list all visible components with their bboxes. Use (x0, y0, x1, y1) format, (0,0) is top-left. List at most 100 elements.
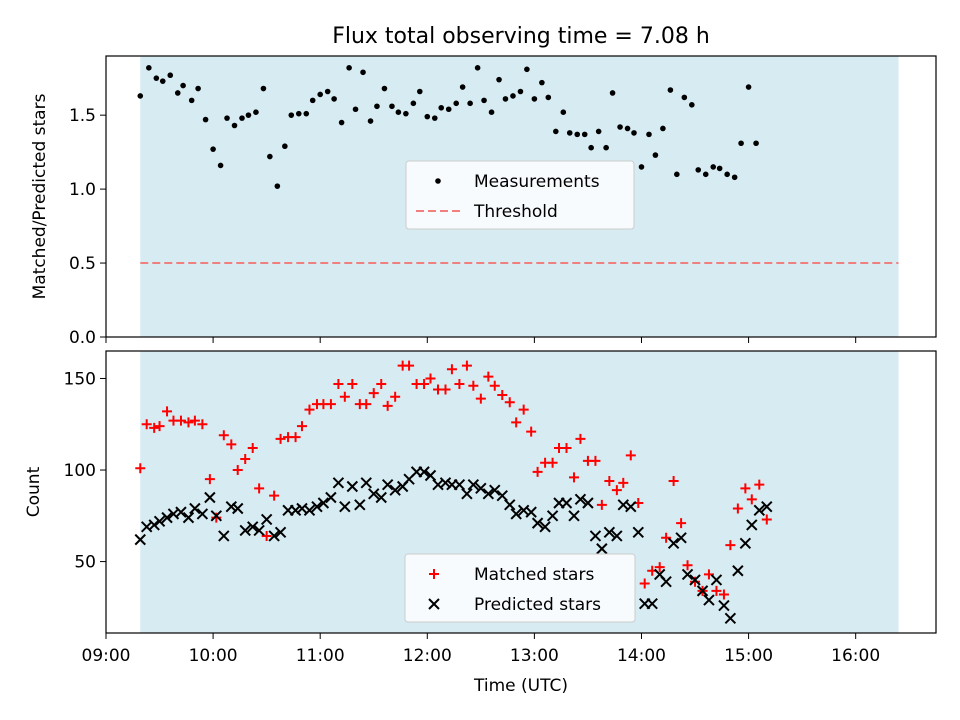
matched-star-point (333, 378, 344, 389)
predicted-star-point (303, 504, 316, 517)
counts-panel: 09:00 10:00 11:00 12:00 13:00 14:00 15:00 16:00… (24, 350, 937, 696)
measurement-point (431, 115, 438, 121)
measurement-point (146, 65, 152, 71)
matched-star-point (518, 404, 529, 415)
predicted-star-point (753, 504, 765, 517)
matched-star-point (154, 421, 165, 432)
matched-star-point (382, 400, 393, 411)
bottom-x-tick-label: 11:00 (296, 646, 345, 666)
matched-star-point (740, 483, 751, 494)
matched-star-point (275, 433, 286, 444)
predicted-star-point (646, 597, 658, 610)
measurement-point (517, 88, 524, 95)
measurement-point (689, 102, 695, 108)
top-y-axis-label: Matched/Predicted stars (30, 93, 50, 299)
x-axis-label: Time (UTC) (473, 676, 568, 696)
measurement-point (288, 112, 295, 118)
matched-star-point (325, 399, 336, 410)
measurement-point (224, 115, 230, 121)
bottom-x-tick-label: 16:00 (831, 646, 880, 666)
predicted-star-point (360, 477, 372, 489)
measurement-point (260, 85, 267, 92)
predicted-star-point (703, 594, 715, 606)
matched-star-point (547, 457, 558, 468)
matched-star-point (618, 477, 629, 488)
legend-measurement-marker (435, 178, 441, 184)
measurement-point (609, 90, 616, 96)
predicted-star-point (724, 612, 737, 625)
measurement-point (474, 65, 481, 71)
matched-star-point (218, 430, 229, 441)
measurement-point (395, 109, 402, 115)
measurement-point (424, 113, 431, 120)
top-y-tick-label: 0.0 (69, 328, 96, 348)
measurement-point (467, 100, 473, 107)
measurement-point (267, 153, 273, 160)
measurement-point (309, 97, 316, 104)
measurement-point (745, 84, 752, 90)
measurement-point (324, 88, 331, 95)
measurement-point (231, 122, 238, 129)
predicted-star-point (332, 477, 345, 489)
predicted-star-point (582, 497, 594, 509)
measurement-point (338, 119, 345, 126)
predicted-star-point (253, 524, 265, 537)
measurement-point (716, 165, 723, 172)
measurement-point (245, 112, 252, 118)
predicted-star-point (375, 491, 387, 504)
measurement-point (188, 97, 195, 104)
matched-star-point (254, 483, 265, 494)
predicted-star-point (667, 537, 680, 549)
matched-star-point (461, 360, 472, 371)
matched-star-point (197, 419, 208, 430)
legend-matched-label: Matched stars (474, 565, 594, 585)
matched-star-point (211, 512, 222, 523)
matched-star-point (761, 514, 772, 525)
matched-star-point (718, 589, 729, 600)
measurement-point (502, 96, 509, 102)
measurement-point (303, 110, 310, 117)
matched-star-point (475, 393, 486, 404)
matched-star-point (404, 360, 415, 371)
predicted-star-point (325, 491, 337, 504)
matched-star-point (162, 406, 173, 417)
matched-star-point (247, 443, 258, 454)
measurement-point (389, 103, 395, 110)
matched-star-point (390, 391, 401, 402)
measurement-point (660, 125, 666, 132)
legend-plus-glyph (429, 569, 439, 579)
matched-star-point (290, 432, 301, 443)
measurement-point (638, 164, 645, 170)
predicted-star-point (134, 533, 146, 546)
predicted-star-point (289, 504, 302, 517)
bottom-x-tick-label: 12:00 (403, 646, 452, 666)
predicted-star-point (596, 543, 608, 555)
measurement-point (331, 96, 337, 102)
measurement-point (282, 143, 288, 150)
predicted-star-point (182, 511, 195, 524)
measurement-point (702, 171, 709, 178)
predicted-star-point (539, 521, 551, 533)
bottom-axes-frame (105, 350, 937, 634)
bottom-axis-ticks: 09:00 10:00 11:00 12:00 13:00 14:00 15:00 16:00… (64, 369, 881, 666)
bottom-x-tick-label: 09:00 (82, 646, 131, 666)
matched-star-point (682, 560, 693, 571)
measurement-point (539, 79, 545, 86)
matched-star-point (625, 450, 636, 461)
top-axis-ticks: 0.0 0.5 1.0 1.5 (69, 106, 857, 348)
measurement-point (531, 96, 538, 102)
measurement-point (488, 109, 495, 115)
measurement-point (137, 93, 144, 99)
measurement-point (367, 118, 374, 124)
measurement-point (545, 94, 552, 101)
matched-star-point (240, 454, 251, 465)
bottom-y-tick-label: 50 (74, 553, 96, 573)
measurement-point (295, 110, 302, 117)
measurement-point (416, 88, 423, 95)
measurement-point (153, 75, 160, 81)
predicted-star-point (153, 515, 166, 528)
measurement-point (481, 97, 487, 104)
matched-star-point (269, 490, 280, 501)
top-y-tick-label: 1.0 (69, 180, 96, 200)
measurement-point (174, 90, 181, 96)
